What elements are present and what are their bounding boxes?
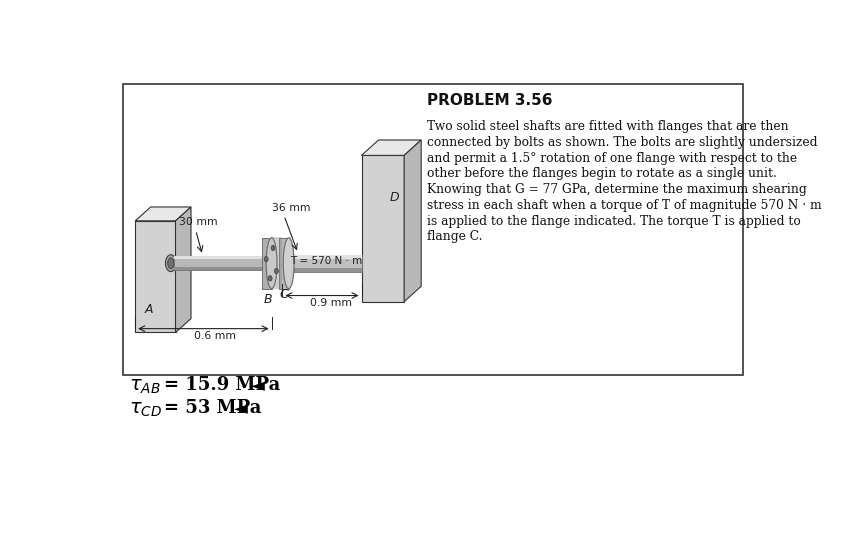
Ellipse shape <box>166 255 176 272</box>
Bar <box>174 267 270 270</box>
Text: flange C.: flange C. <box>427 231 483 243</box>
Text: ◄: ◄ <box>251 376 266 394</box>
Text: A: A <box>145 303 153 316</box>
Text: ◄: ◄ <box>233 399 248 417</box>
Text: other before the flanges begin to rotate as a single unit.: other before the flanges begin to rotate… <box>427 167 777 180</box>
Ellipse shape <box>283 238 294 289</box>
Bar <box>174 256 270 270</box>
Polygon shape <box>175 207 191 333</box>
Bar <box>281 268 361 272</box>
Text: is applied to the flange indicated. The torque T is applied to: is applied to the flange indicated. The … <box>427 214 801 228</box>
Text: connected by bolts as shown. The bolts are slightly undersized: connected by bolts as shown. The bolts a… <box>427 136 818 149</box>
Text: 0.6 mm: 0.6 mm <box>194 331 236 341</box>
Text: 36 mm: 36 mm <box>272 203 310 213</box>
Bar <box>281 255 361 272</box>
Text: = 53 MPa: = 53 MPa <box>164 399 261 417</box>
Ellipse shape <box>168 258 174 268</box>
Polygon shape <box>404 140 421 302</box>
Bar <box>281 255 361 258</box>
Polygon shape <box>135 221 175 333</box>
Text: 30 mm: 30 mm <box>179 217 218 227</box>
Polygon shape <box>361 140 421 155</box>
Polygon shape <box>135 207 191 221</box>
Bar <box>262 238 272 289</box>
Text: T = 570 N · m: T = 570 N · m <box>290 256 362 266</box>
Text: $\tau_{AB}$: $\tau_{AB}$ <box>129 377 161 395</box>
Text: 0.9 mm: 0.9 mm <box>310 297 352 307</box>
Ellipse shape <box>264 256 268 262</box>
Text: PROBLEM 3.56: PROBLEM 3.56 <box>427 94 553 109</box>
Ellipse shape <box>268 276 272 281</box>
Text: stress in each shaft when a torque of T of magnitude 570 N · m: stress in each shaft when a torque of T … <box>427 199 822 212</box>
Text: C: C <box>279 288 288 301</box>
Text: Knowing that G = 77 GPa, determine the maximum shearing: Knowing that G = 77 GPa, determine the m… <box>427 183 807 196</box>
Bar <box>271 237 282 290</box>
Ellipse shape <box>271 245 275 251</box>
Text: $\tau_{CD}$: $\tau_{CD}$ <box>129 400 162 419</box>
Text: Two solid steel shafts are fitted with flanges that are then: Two solid steel shafts are fitted with f… <box>427 120 789 133</box>
Text: D: D <box>389 191 399 204</box>
Polygon shape <box>361 155 404 302</box>
Bar <box>279 238 288 289</box>
Ellipse shape <box>274 268 278 273</box>
Ellipse shape <box>266 238 277 289</box>
Bar <box>174 256 270 260</box>
Text: B: B <box>264 293 272 306</box>
Bar <box>123 84 743 375</box>
Text: = 15.9 MPa: = 15.9 MPa <box>164 376 280 394</box>
Text: and permit a 1.5° rotation of one flange with respect to the: and permit a 1.5° rotation of one flange… <box>427 152 798 164</box>
